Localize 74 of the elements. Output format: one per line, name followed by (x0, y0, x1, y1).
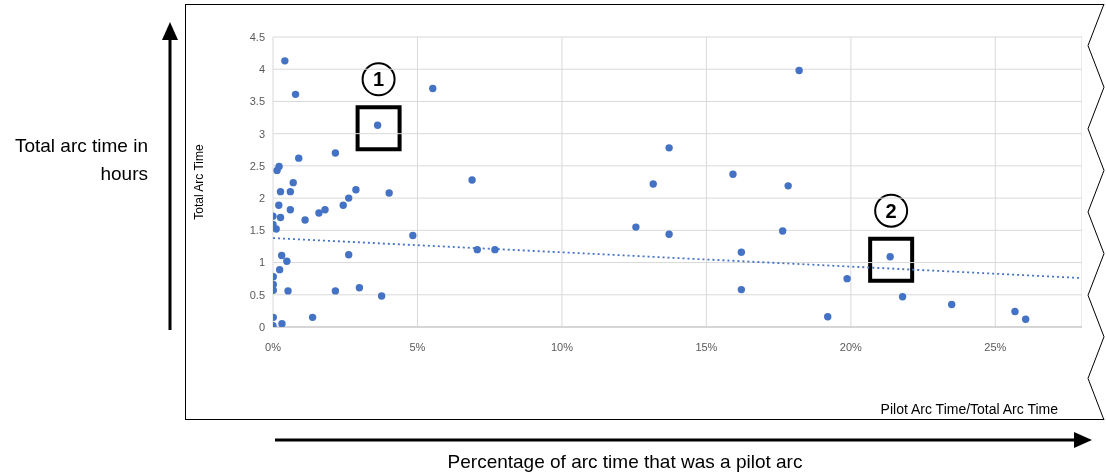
point (409, 231, 417, 240)
point (898, 293, 907, 301)
point (947, 300, 956, 309)
point (429, 84, 437, 93)
point (468, 176, 476, 184)
x-axis-title: Pilot Arc Time/Total Arc Time (880, 401, 1059, 417)
annotation: 1 (373, 68, 385, 91)
point (1011, 307, 1019, 316)
point (301, 216, 309, 224)
point (284, 287, 292, 295)
point (275, 201, 283, 209)
point (281, 57, 289, 65)
point (491, 245, 499, 254)
y-tick-label: 4.5 (249, 30, 265, 43)
point (308, 313, 317, 322)
point (795, 66, 803, 75)
point (377, 292, 386, 300)
point (289, 178, 297, 187)
point (278, 320, 286, 327)
point (345, 194, 353, 202)
point (737, 248, 746, 256)
point (665, 144, 673, 152)
point (385, 189, 393, 197)
x-tick-label: 10% (550, 340, 574, 353)
text: Total arc time in hours (14, 135, 148, 184)
y-tick-label: 2.5 (249, 159, 265, 172)
y-tick-label: 0.5 (249, 288, 265, 301)
point (286, 206, 295, 214)
point (473, 245, 481, 254)
point (295, 154, 303, 162)
point (276, 187, 285, 196)
x-tick-label: 5% (409, 340, 426, 353)
point (373, 121, 382, 129)
point (321, 206, 329, 214)
y-tick-label: 2 (258, 192, 265, 205)
point (275, 265, 284, 274)
x-tick-label: 20% (839, 340, 863, 353)
point (291, 90, 300, 99)
point (277, 251, 286, 260)
point (331, 287, 340, 295)
point (276, 213, 285, 222)
y-tick-label: 0 (258, 320, 265, 333)
x-tick-label: 15% (695, 340, 718, 353)
x-tick-label: 0% (265, 340, 282, 353)
point (737, 285, 746, 294)
point (729, 170, 737, 178)
point (339, 201, 347, 209)
y-tick-label: 1 (258, 256, 265, 269)
y-tick-label: 3.5 (249, 95, 265, 108)
point (886, 253, 894, 261)
text: Percentage of arc time that was a pilot arc (447, 451, 803, 472)
y-tick-label: 1.5 (249, 224, 265, 237)
point (1021, 315, 1030, 323)
point (649, 180, 657, 188)
point (632, 223, 640, 231)
point (665, 230, 673, 238)
point (824, 312, 832, 321)
annotation: 2 (885, 199, 897, 222)
y-tick-label: 3 (258, 127, 265, 140)
point (345, 251, 353, 259)
point (352, 186, 360, 194)
point (273, 225, 280, 233)
point (784, 182, 792, 190)
point (286, 187, 295, 196)
point (315, 209, 323, 217)
y-axis-title: Total Arc Time (192, 144, 207, 220)
y-tick-label: 4 (258, 63, 265, 76)
point (283, 257, 291, 265)
x-tick-label: 25% (984, 340, 1007, 353)
point (355, 283, 364, 292)
point (275, 162, 283, 171)
point (778, 227, 787, 235)
point (331, 149, 340, 157)
point (843, 274, 851, 283)
